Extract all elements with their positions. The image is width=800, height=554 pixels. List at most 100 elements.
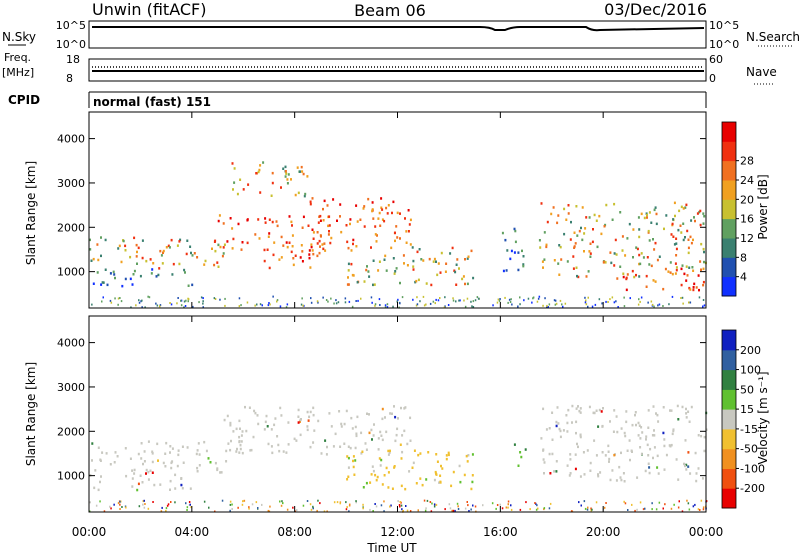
power-noise-cell (537, 297, 540, 300)
power-data-cell (258, 168, 261, 172)
power-data-cell (403, 262, 405, 265)
power-colorbar-swatch (722, 141, 736, 162)
velocity-noise-cell (208, 506, 210, 509)
velocity-data-cell (277, 443, 280, 447)
velocity-noise-cell (317, 499, 319, 502)
power-data-cell (685, 279, 688, 282)
power-noise-cell (584, 296, 586, 299)
velocity-noise-cell (639, 501, 642, 504)
power-data-cell (100, 254, 102, 258)
power-data-cell (567, 212, 570, 215)
velocity-data-cell (613, 453, 616, 457)
power-data-cell (517, 251, 520, 254)
power-data-cell (412, 265, 415, 268)
velocity-noise-cell (319, 502, 321, 505)
velocity-data-cell (649, 447, 652, 451)
power-data-cell (280, 235, 283, 239)
velocity-data-cell (677, 478, 680, 481)
velocity-noise-cell (186, 506, 189, 509)
velocity-noise-cell (185, 502, 187, 505)
power-noise-cell (658, 303, 661, 306)
power-noise-cell (452, 299, 455, 302)
velocity-noise-cell (583, 500, 586, 503)
power-noise-cell (470, 300, 472, 303)
velocity-colorbar-tick-label: -50 (740, 443, 758, 456)
power-data-cell (300, 244, 303, 247)
velocity-data-cell (239, 443, 242, 447)
velocity-data-cell (593, 439, 596, 442)
power-data-cell (117, 247, 120, 250)
power-noise-cell (703, 304, 706, 307)
power-data-cell (702, 267, 705, 271)
power-data-cell (292, 263, 295, 267)
velocity-data-cell (663, 438, 666, 441)
power-data-cell (600, 232, 603, 236)
power-data-cell (567, 204, 570, 207)
velocity-noise-cell (548, 507, 551, 510)
power-data-cell (280, 256, 283, 259)
power-noise-cell (472, 300, 475, 303)
power-data-cell (685, 265, 688, 268)
power-noise-cell (640, 296, 643, 299)
power-data-cell (462, 275, 465, 278)
power-data-cell (121, 284, 124, 288)
velocity-noise-cell (296, 509, 298, 512)
velocity-data-cell (641, 431, 644, 434)
power-noise-cell (496, 301, 499, 304)
power-data-cell (613, 252, 616, 255)
velocity-noise-cell (578, 501, 580, 504)
velocity-noise-cell (449, 507, 452, 510)
velocity-noise-cell (623, 500, 625, 503)
velocity-noise-cell (188, 501, 191, 503)
velocity-noise-cell (424, 509, 427, 512)
velocity-noise-cell (190, 506, 192, 509)
power-data-cell (294, 254, 297, 257)
velocity-noise-cell (103, 510, 106, 513)
power-colorbar-label: Power [dB] (756, 174, 770, 239)
power-data-cell (585, 216, 588, 219)
power-data-cell (340, 230, 343, 234)
power-data-cell (699, 260, 702, 263)
velocity-noise-cell (117, 502, 120, 505)
velocity-data-cell (463, 473, 466, 477)
power-data-cell (214, 249, 217, 253)
power-noise-cell (455, 300, 457, 303)
velocity-data-cell (207, 457, 210, 460)
power-data-cell (680, 267, 683, 271)
velocity-data-cell (332, 445, 335, 448)
velocity-noise-cell (362, 507, 364, 510)
velocity-data-cell (240, 434, 243, 437)
power-data-cell (321, 243, 324, 246)
power-data-cell (604, 261, 607, 264)
power-data-cell (141, 239, 144, 242)
power-data-cell (563, 232, 566, 236)
power-noise-cell (585, 303, 588, 306)
velocity-data-cell (588, 405, 591, 409)
velocity-noise-cell (595, 501, 598, 504)
velocity-data-cell (574, 453, 577, 456)
velocity-noise-cell (444, 508, 446, 511)
power-data-cell (89, 238, 91, 242)
velocity-data-cell (555, 420, 558, 424)
power-noise-cell (355, 300, 357, 302)
velocity-data-cell (181, 445, 184, 448)
power-data-cell (158, 267, 161, 270)
velocity-noise-cell (242, 500, 244, 503)
power-colorbar-swatch (722, 257, 736, 278)
velocity-noise-cell (142, 500, 144, 503)
velocity-noise-cell (390, 504, 392, 507)
velocity-data-cell (293, 437, 296, 441)
velocity-data-cell (257, 422, 260, 426)
power-data-cell (654, 280, 657, 283)
velocity-data-cell (579, 433, 582, 436)
power-noise-cell (651, 303, 654, 306)
power-data-cell (152, 262, 155, 265)
velocity-data-cell (306, 425, 309, 428)
velocity-noise-cell (417, 509, 419, 512)
power-noise-cell (357, 299, 359, 302)
power-data-cell (183, 268, 186, 272)
velocity-noise-cell (537, 507, 539, 510)
power-data-cell (675, 268, 678, 272)
velocity-data-cell (197, 442, 200, 445)
velocity-data-cell (380, 458, 383, 462)
